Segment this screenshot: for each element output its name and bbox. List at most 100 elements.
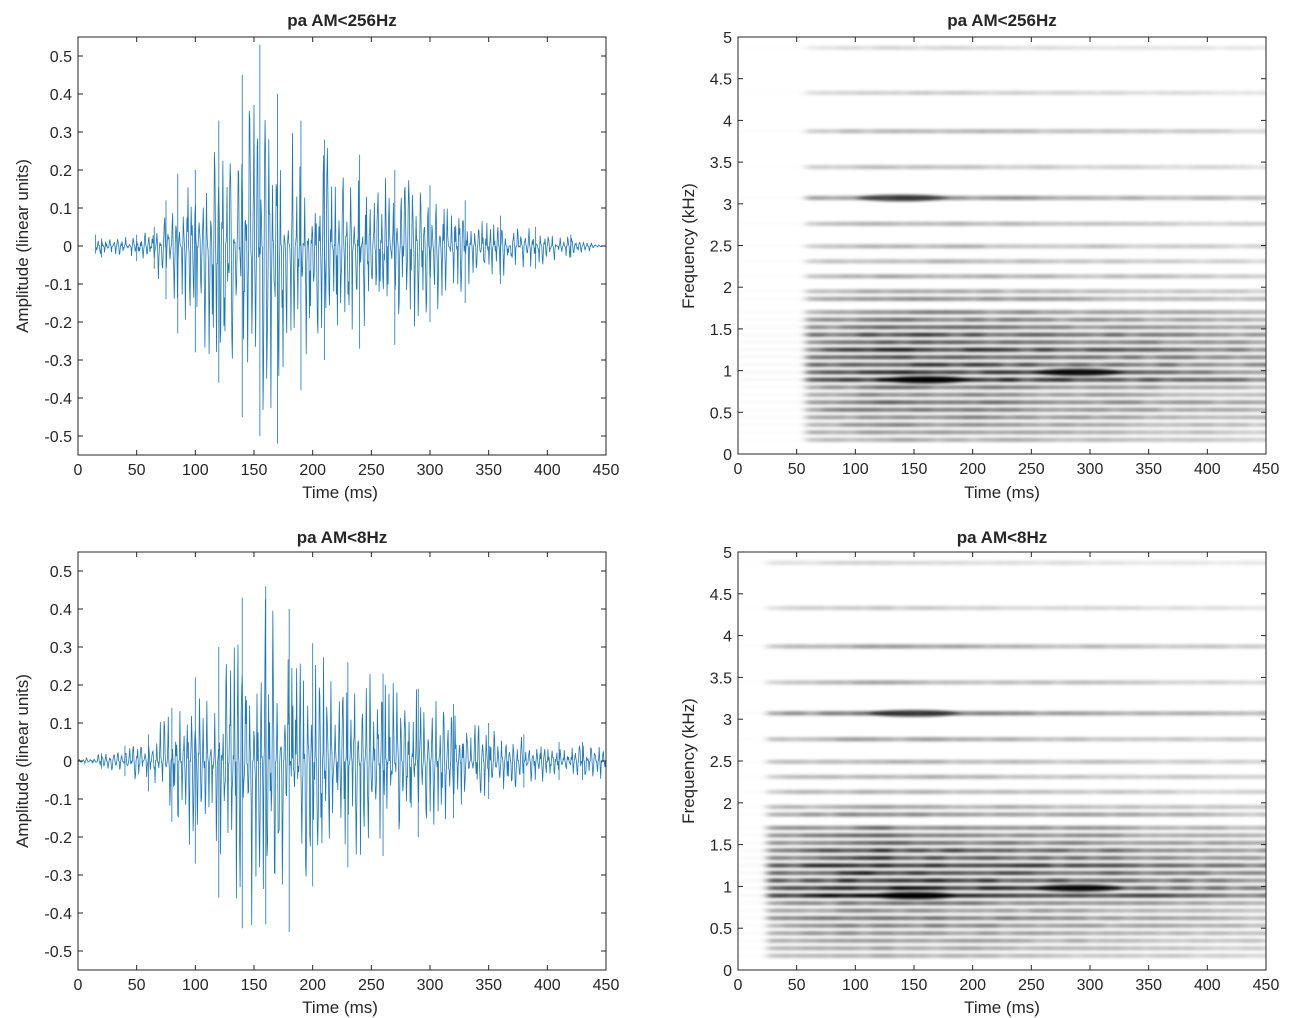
spectral-band-segment [1263,129,1266,134]
spectral-band-segment [872,953,892,958]
spectral-band-segment [1207,855,1226,861]
spectral-band-segment [1013,878,1033,883]
spectral-band-preonset [738,334,806,336]
spectral-band-segment [767,774,786,779]
spectral-band-segment [1119,923,1138,928]
spectral-band-segment [1119,863,1138,868]
spectral-band-segment [978,885,998,891]
spectral-band-segment [1101,870,1121,876]
spectral-band-segment [946,430,966,435]
spectral-band-preonset [738,363,807,366]
spectral-band-segment [1034,221,1054,226]
spectral-band-segment [1207,774,1226,779]
spectral-band-segment [960,833,980,838]
spectral-band-segment [1017,377,1036,382]
spectral-band-segment [1105,347,1124,352]
spectral-band-segment [925,908,945,913]
spectral-band-segment [1140,195,1160,201]
spectral-band-segment [802,804,822,810]
spectral-band-segment [876,347,896,352]
spectral-band-segment [1193,325,1212,330]
spectral-band-segment [1136,878,1156,883]
spectral-band-segment [1070,400,1089,405]
x-tick-label: 150 [241,462,268,479]
spectral-band-segment [1210,370,1230,375]
x-axis-label: Time (ms) [302,998,378,1017]
spectral-band-segment [1013,804,1033,810]
spectral-band-segment [943,931,962,936]
spectral-band-segment [806,90,825,95]
spectral-band-segment [1242,916,1262,921]
spectral-band-segment [1242,855,1262,861]
spectral-band-segment [1140,385,1160,390]
y-tick-label: 0 [723,963,732,980]
spectral-band-segment [823,296,843,301]
spectral-band-segment [837,931,857,936]
spectral-band-segment [767,560,786,565]
spectral-band-preonset [738,872,768,875]
spectral-band-segment [982,296,1001,301]
spectral-band-segment [802,680,822,685]
y-tick-label: 2 [723,796,732,813]
spectral-band-segment [1052,347,1072,352]
spectral-band-segment [1193,392,1212,397]
spectral-band-segment [1087,45,1107,50]
spectral-band-segment [823,129,843,134]
spectral-band-segment [1175,296,1195,301]
spectral-band-segment [960,870,980,876]
spectral-band-segment [872,840,892,846]
spectral-band-segment [1158,437,1177,442]
spectral-band-segment [1048,812,1068,817]
spectral-band-segment [1122,340,1142,345]
spectral-band-segment [1193,221,1212,226]
spectral-band-segment [1175,221,1195,226]
spectral-band-segment [1136,946,1156,951]
spectral-band-segment [1158,362,1177,367]
spectral-band-segment [841,289,860,294]
spectral-band-segment [767,789,786,795]
spectral-band-segment [1070,45,1089,50]
spectral-band-segment [1034,310,1054,315]
spectral-band-segment [946,317,966,322]
spectral-band-segment [1034,317,1054,322]
spectral-band-segment [1207,560,1226,565]
spectral-band-segment [876,332,896,337]
spectral-band-segment [872,916,892,921]
spectral-band-segment [1207,931,1226,936]
spectral-band-segment [784,901,804,906]
x-tick-label: 100 [842,461,869,478]
spectral-band-segment [1242,605,1262,611]
spectral-band-segment [1154,908,1174,913]
spectral-band-segment [964,310,984,315]
spectral-band-segment [929,355,948,360]
y-tick-label: 3.5 [710,155,732,172]
y-tick-label: 0.5 [50,564,72,581]
spectral-band-segment [908,680,927,685]
spectral-band-segment [894,407,913,412]
spectral-band-segment [784,855,804,861]
spectral-band-segment [1189,560,1209,565]
spectral-band-segment [1136,789,1156,795]
spectral-band-segment [1224,774,1244,779]
spectral-band-segment [911,45,931,50]
spectral-band-segment [767,870,786,876]
spectral-band-segment [1066,833,1086,838]
spectral-band-segment [1260,938,1266,943]
spectral-band-segment [1034,422,1054,427]
spectral-band-segment [1246,415,1265,420]
y-tick-label: -0.2 [44,315,72,332]
spectral-band-segment [1084,848,1103,853]
spectral-band-segment [996,931,1015,936]
spectral-band-segment [908,931,927,936]
spectral-band-segment [964,400,984,405]
spectral-band-segment [890,870,910,876]
spectral-band-segment [929,274,948,279]
spectral-band-segment [964,325,984,330]
spectral-band-segment [1260,774,1266,779]
spectral-band-segment [1070,317,1089,322]
spectral-band-segment [1066,605,1086,611]
y-tick-label: 0.4 [50,87,72,104]
spectral-band-segment [1070,129,1089,134]
spectral-band-segment [802,878,822,883]
spectral-band-segment [1207,711,1226,716]
